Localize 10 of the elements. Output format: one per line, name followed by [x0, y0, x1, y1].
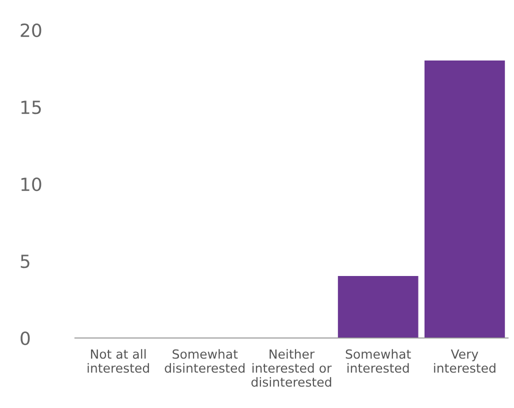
y-tick-label: 20 [20, 23, 42, 38]
x-tick-label: Somewhat disinterested [164, 349, 245, 373]
x-tick-label: Somewhat interested [346, 349, 411, 373]
x-tick-label: Not at all interested [88, 349, 149, 373]
y-tick-label: 15 [21, 100, 41, 114]
x-tick-label: Neither interested or disinterested [251, 349, 332, 387]
y-tick-label: 0 [20, 331, 30, 346]
x-tick-label: Very interested [434, 349, 496, 373]
y-tick-label: 5 [20, 254, 30, 268]
y-tick-label: 10 [21, 177, 42, 192]
